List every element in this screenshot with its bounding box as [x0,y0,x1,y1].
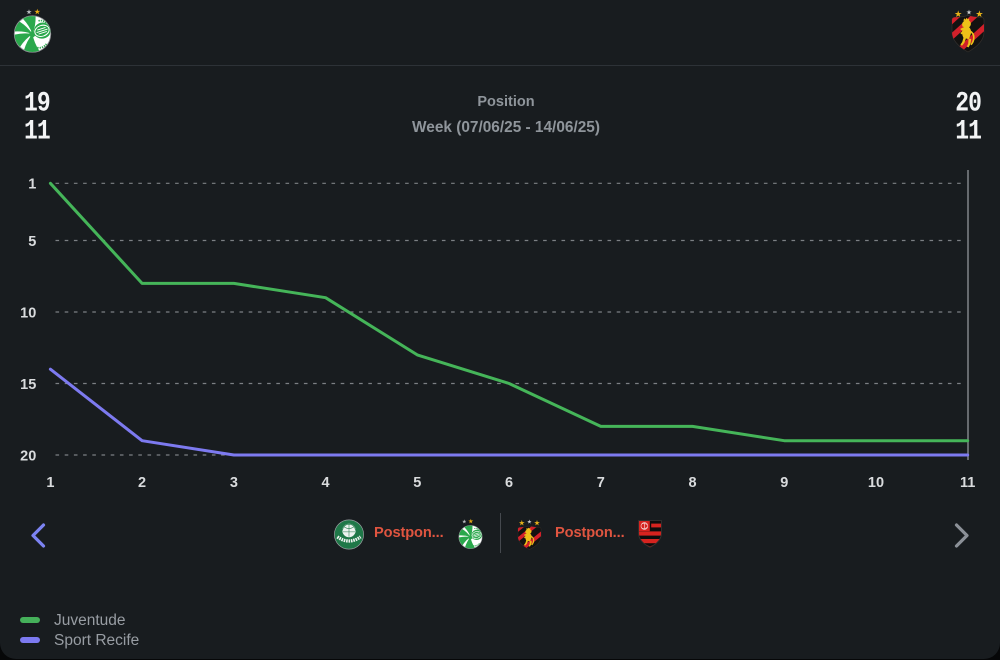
svg-text:5: 5 [413,475,421,491]
svg-text:15: 15 [20,377,36,393]
svg-text:1: 1 [46,475,54,491]
svg-text:4: 4 [322,475,330,491]
svg-text:9: 9 [780,475,788,491]
svg-text:3: 3 [230,475,238,491]
svg-text:8: 8 [688,475,696,491]
svg-text:11: 11 [960,475,975,491]
svg-text:5: 5 [28,234,36,250]
svg-text:10: 10 [868,475,884,491]
svg-text:20: 20 [20,448,36,464]
svg-text:7: 7 [597,475,605,491]
svg-text:6: 6 [505,475,513,491]
svg-text:10: 10 [20,305,36,321]
svg-text:2: 2 [138,475,146,491]
svg-text:1: 1 [28,177,36,193]
